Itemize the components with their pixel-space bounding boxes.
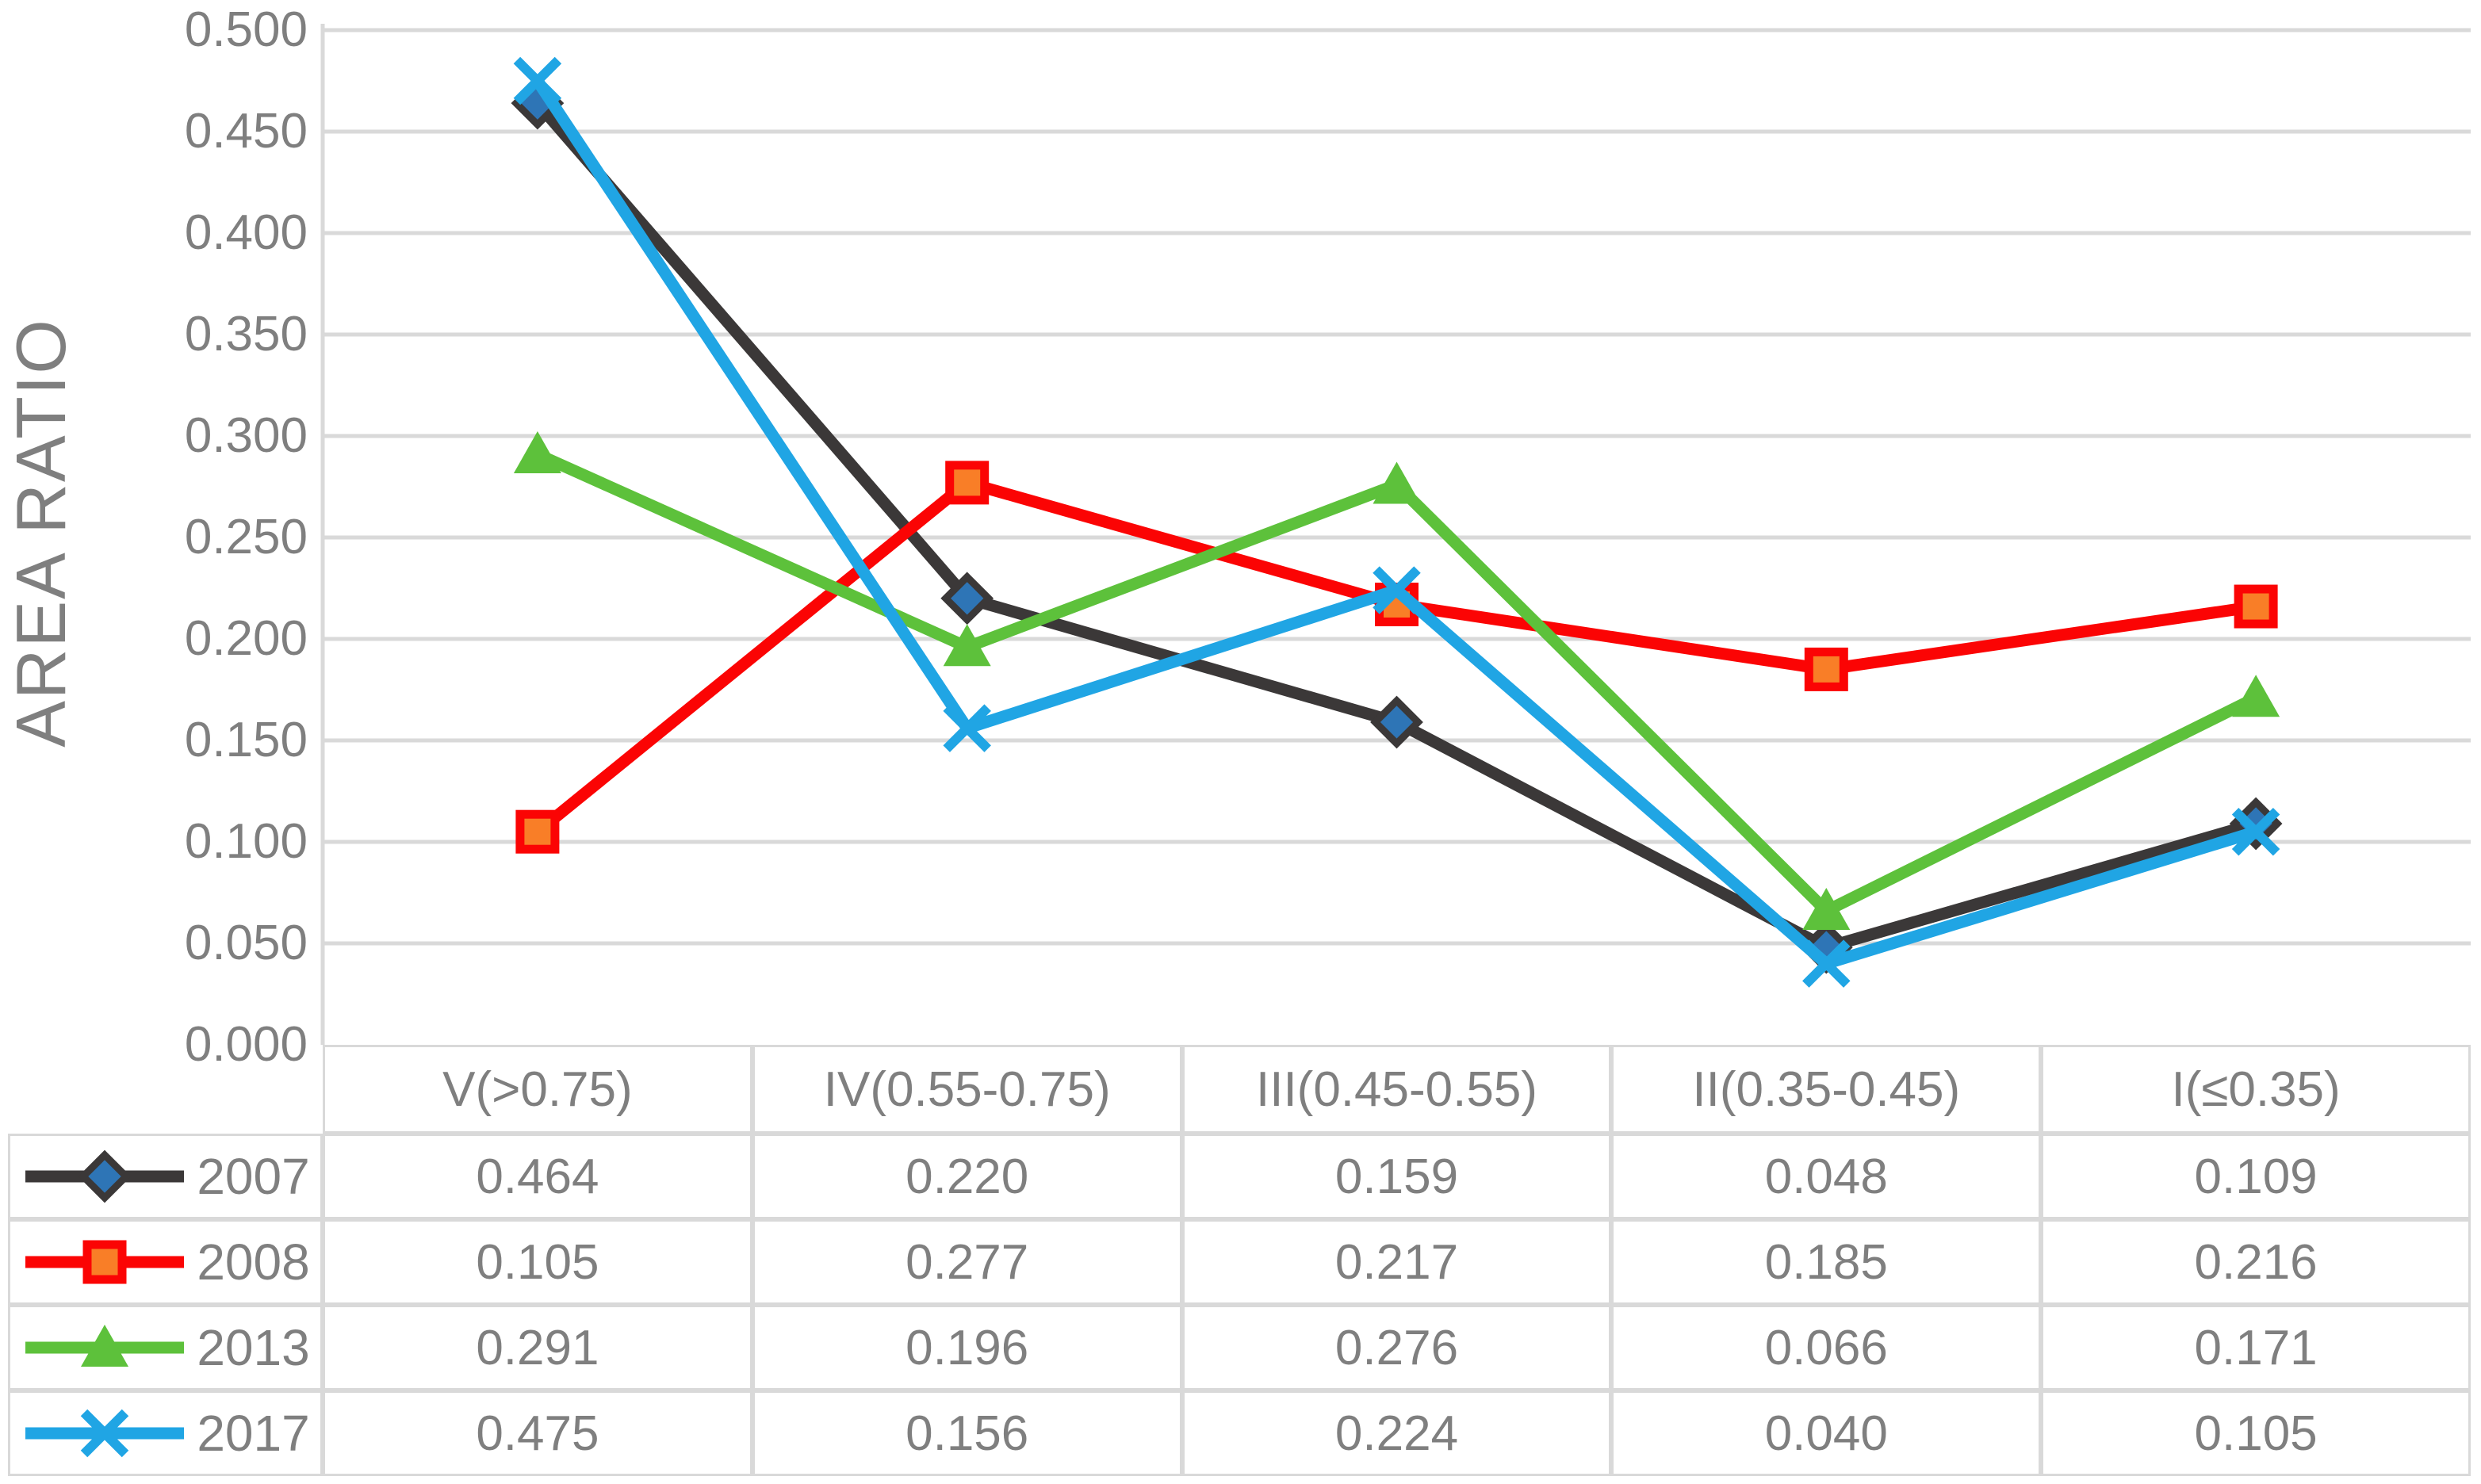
y-tick-label: 0.300 [184, 408, 308, 463]
triangle-marker [81, 1325, 129, 1367]
value-cell-2007-I(≤0.35): 0.109 [2043, 1136, 2468, 1217]
value-cell-2013-II(0.35-0.45): 0.066 [1614, 1307, 2039, 1388]
y-tick-label: 0.100 [184, 814, 308, 869]
triangle-marker [943, 624, 991, 667]
value-cell-2007-II(0.35-0.45): 0.048 [1614, 1136, 2039, 1217]
triangle-marker [2232, 675, 2280, 717]
legend-key-2013 [25, 1325, 185, 1367]
value-cell-2013-IV(0.55-0.75): 0.196 [754, 1307, 1180, 1388]
legend-cell-2017: 2017 [10, 1393, 320, 1474]
legend-key-2007 [25, 1149, 185, 1203]
value-cell-2013-V(>0.75): 0.291 [325, 1307, 750, 1388]
col-header-IV(0.55-0.75): IV(0.55-0.75) [754, 1047, 1180, 1131]
y-tick-label: 0.350 [184, 307, 308, 361]
value-cell-2017-II(0.35-0.45): 0.040 [1614, 1393, 2039, 1474]
square-marker [1804, 647, 1848, 691]
diamond-marker [940, 572, 994, 625]
square-marker [2234, 584, 2278, 629]
value-cell-2013-I(≤0.35): 0.171 [2043, 1307, 2468, 1388]
col-header-II(0.35-0.45): II(0.35-0.45) [1614, 1047, 2039, 1131]
col-header-III(0.45-0.55): III(0.45-0.55) [1184, 1047, 1610, 1131]
value-cell-2007-III(0.45-0.55): 0.159 [1184, 1136, 1610, 1217]
triangle-marker [1802, 888, 1851, 931]
value-cell-2007-IV(0.55-0.75): 0.220 [754, 1136, 1180, 1217]
series-line-2008 [534, 476, 2257, 837]
series-year-label: 2008 [197, 1233, 310, 1291]
diamond-marker [78, 1149, 132, 1203]
y-tick-label: 0.450 [184, 104, 308, 159]
value-cell-2017-IV(0.55-0.75): 0.156 [754, 1393, 1180, 1474]
value-cell-2008-IV(0.55-0.75): 0.277 [754, 1222, 1180, 1302]
value-cell-2007-V(>0.75): 0.464 [325, 1136, 750, 1217]
triangle-marker [1373, 461, 1421, 504]
value-cell-2008-V(>0.75): 0.105 [325, 1222, 750, 1302]
value-cell-2008-II(0.35-0.45): 0.185 [1614, 1222, 2039, 1302]
y-tick-label: 0.400 [184, 205, 308, 260]
series-year-label: 2017 [197, 1405, 310, 1462]
value-cell-2017-I(≤0.35): 0.105 [2043, 1393, 2468, 1474]
triangle-marker [513, 431, 561, 474]
square-marker [515, 809, 560, 854]
series-year-label: 2007 [197, 1148, 310, 1205]
col-header-I(≤0.35): I(≤0.35) [2043, 1047, 2468, 1131]
x-marker [2231, 807, 2280, 856]
y-tick-label: 0.000 [184, 1017, 308, 1072]
diamond-marker [1370, 695, 1423, 749]
y-tick-label: 0.200 [184, 611, 308, 666]
col-header-V(>0.75): V(>0.75) [325, 1047, 750, 1131]
y-tick-label: 0.500 [184, 2, 308, 57]
x-marker [1373, 566, 1421, 614]
value-cell-2008-I(≤0.35): 0.216 [2043, 1222, 2468, 1302]
x-marker [943, 704, 991, 752]
y-tick-label: 0.050 [184, 916, 308, 970]
x-marker [513, 56, 562, 105]
legend-key-2008 [25, 1240, 185, 1284]
value-cell-2013-III(0.45-0.55): 0.276 [1184, 1307, 1610, 1388]
value-cell-2008-III(0.45-0.55): 0.217 [1184, 1222, 1610, 1302]
legend-cell-2007: 2007 [10, 1136, 320, 1217]
legend-key-2017 [25, 1409, 185, 1458]
legend-cell-2013: 2013 [10, 1307, 320, 1388]
x-marker [81, 1409, 129, 1458]
square-marker [945, 461, 990, 505]
value-cell-2017-III(0.45-0.55): 0.224 [1184, 1393, 1610, 1474]
y-tick-label: 0.250 [184, 510, 308, 564]
series-year-label: 2013 [197, 1319, 310, 1376]
y-tick-label: 0.150 [184, 713, 308, 767]
value-cell-2017-V(>0.75): 0.475 [325, 1393, 750, 1474]
square-marker [82, 1240, 127, 1284]
legend-cell-2008: 2008 [10, 1222, 320, 1302]
x-marker [1802, 939, 1851, 988]
